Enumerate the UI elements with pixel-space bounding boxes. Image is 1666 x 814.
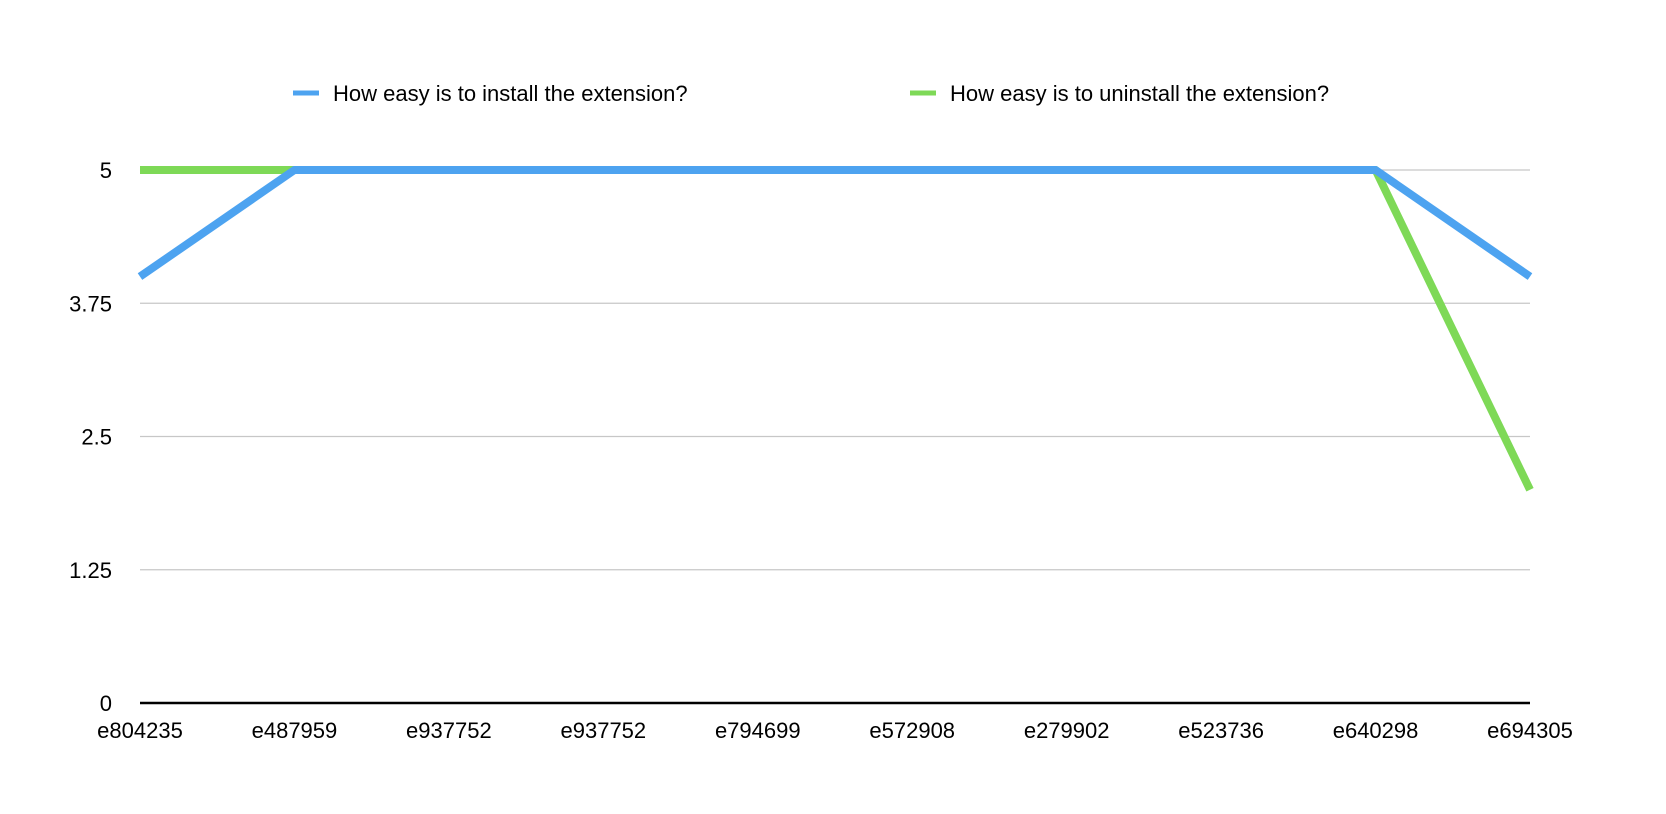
y-tick-label: 1.25 <box>69 558 112 583</box>
x-axis-ticks: e804235 e487959 e937752 e937752 e794699 e5729… <box>97 718 1573 743</box>
series-lines <box>137 166 1534 492</box>
x-tick-label: e937752 <box>406 718 492 743</box>
x-tick-label: e523736 <box>1178 718 1264 743</box>
y-tick-label: 3.75 <box>69 291 112 316</box>
x-tick-label: e694305 <box>1487 718 1573 743</box>
x-tick-label: e487959 <box>252 718 338 743</box>
y-tick-label: 0 <box>100 691 112 716</box>
gridlines <box>140 169 1530 571</box>
x-tick-label: e640298 <box>1333 718 1419 743</box>
y-tick-label: 2.5 <box>81 425 112 450</box>
legend: How easy is to install the extension? How… <box>293 81 1329 106</box>
series-line-1 <box>137 166 1533 280</box>
x-tick-label: e279902 <box>1024 718 1110 743</box>
y-axis-ticks: 0 1.25 2.5 3.75 5 <box>69 158 112 716</box>
x-tick-label: e794699 <box>715 718 801 743</box>
x-tick-label: e937752 <box>561 718 647 743</box>
series-line-2 <box>140 166 1534 492</box>
legend-label: How easy is to install the extension? <box>333 81 688 106</box>
x-tick-label: e572908 <box>869 718 955 743</box>
legend-label: How easy is to uninstall the extension? <box>950 81 1329 106</box>
x-tick-label: e804235 <box>97 718 183 743</box>
y-tick-label: 5 <box>100 158 112 183</box>
